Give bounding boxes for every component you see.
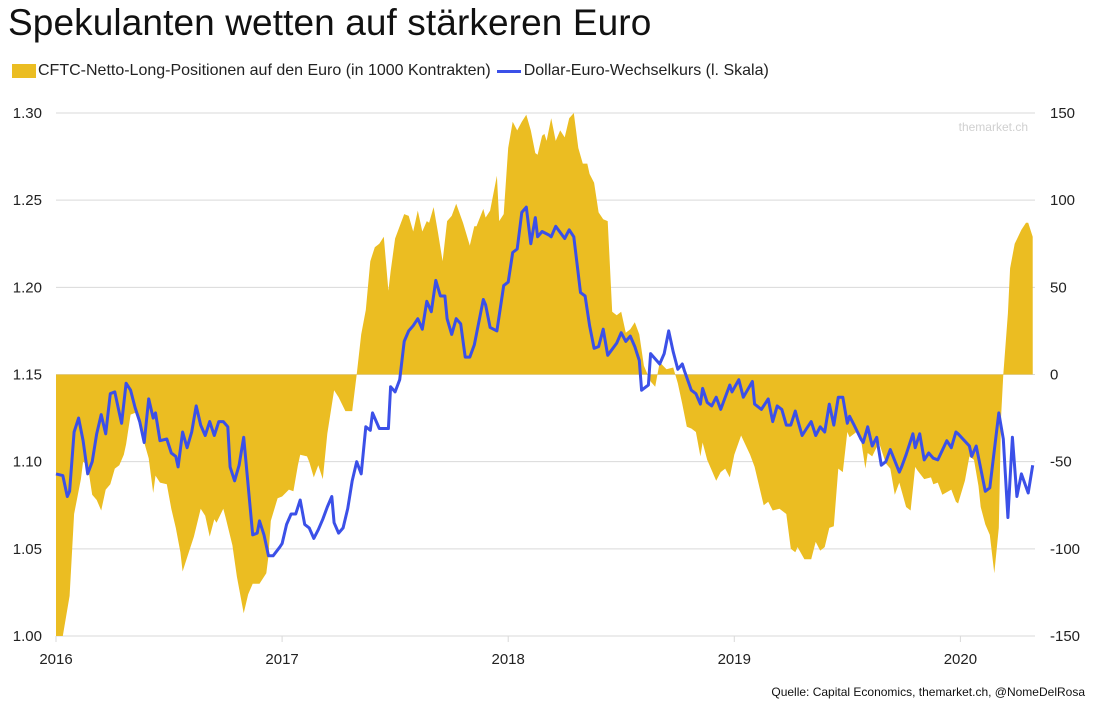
y-right-tick-label: 50 (1050, 279, 1067, 296)
y-left-tick-label: 1.25 (13, 192, 42, 209)
usd-eur-exchange-rate-line (55, 205, 1035, 558)
y-right-tick-label: 0 (1050, 367, 1058, 384)
y-right-tick-label: -100 (1050, 541, 1080, 558)
legend-swatch-area (12, 64, 36, 78)
source-note: Quelle: Capital Economics, themarket.ch,… (771, 685, 1085, 699)
x-tick-label: 2020 (944, 651, 977, 668)
legend: CFTC-Netto-Long-Positionen auf den Euro … (12, 62, 769, 80)
y-left-tick-label: 1.15 (13, 367, 42, 384)
line-series (55, 205, 1035, 558)
y-left-tick-label: 1.00 (13, 628, 42, 645)
y-right-tick-label: 100 (1050, 192, 1075, 209)
y-right-tick-label: -50 (1050, 454, 1072, 471)
legend-label-area: CFTC-Netto-Long-Positionen auf den Euro … (38, 62, 491, 79)
axes: 1.00 1.05 1.10 1.15 1.20 1.25 1.30 -150 -100 -50 0… (13, 105, 1080, 668)
legend-swatch-line (496, 69, 521, 73)
x-tick-label: 2017 (265, 651, 298, 668)
x-tick-label: 2016 (39, 651, 72, 668)
cftc-net-long-area (56, 113, 1033, 636)
y-right-tick-label: -150 (1050, 628, 1080, 645)
y-left-tick-label: 1.30 (13, 105, 42, 122)
x-tick-label: 2018 (492, 651, 525, 668)
area-series (56, 113, 1033, 636)
y-left-tick-label: 1.10 (13, 454, 42, 471)
watermark: themarket.ch (959, 120, 1028, 134)
chart-title: Spekulanten wetten auf stärkeren Euro (8, 2, 652, 43)
y-left-tick-label: 1.20 (13, 279, 42, 296)
y-right-tick-label: 150 (1050, 105, 1075, 122)
y-left-tick-label: 1.05 (13, 541, 42, 558)
x-tick-label: 2019 (718, 651, 751, 668)
legend-label-line: Dollar-Euro-Wechselkurs (l. Skala) (523, 62, 769, 79)
